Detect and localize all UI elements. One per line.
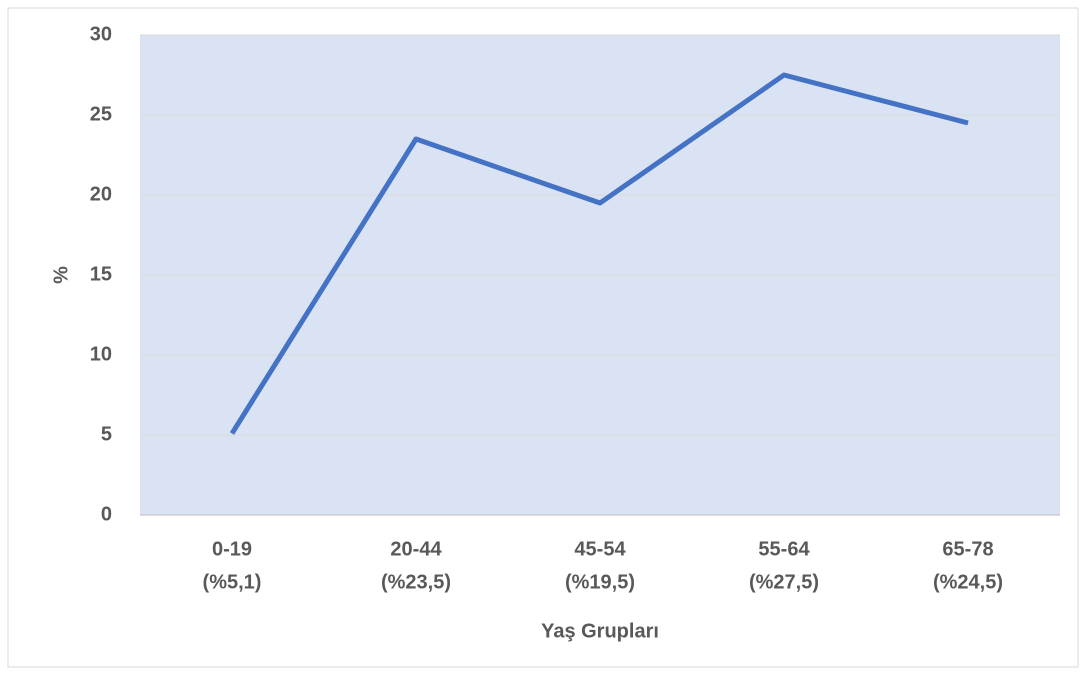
y-tick-label: 10 <box>90 343 112 365</box>
x-tick-label: (%5,1) <box>203 571 262 593</box>
x-tick-label: 65-78 <box>942 538 993 560</box>
x-tick-label: 0-19 <box>212 538 252 560</box>
x-tick-label: 20-44 <box>390 538 442 560</box>
y-tick-label: 5 <box>101 423 112 445</box>
x-tick-label: (%27,5) <box>749 571 819 593</box>
data-line <box>229 72 969 435</box>
y-tick-label: 30 <box>90 23 112 45</box>
x-tick-label: (%23,5) <box>381 571 451 593</box>
x-axis-title: Yaş Grupları <box>541 620 659 642</box>
x-tick-label: (%19,5) <box>565 571 635 593</box>
y-tick-label: 0 <box>101 503 112 525</box>
x-tick-label: 45-54 <box>574 538 626 560</box>
y-tick-label: 25 <box>90 103 112 125</box>
x-tick-label: (%24,5) <box>933 571 1003 593</box>
y-tick-label: 20 <box>90 183 112 205</box>
x-tick-label: 55-64 <box>758 538 810 560</box>
y-tick-label: 15 <box>90 263 112 285</box>
y-axis-title: % <box>50 266 72 284</box>
